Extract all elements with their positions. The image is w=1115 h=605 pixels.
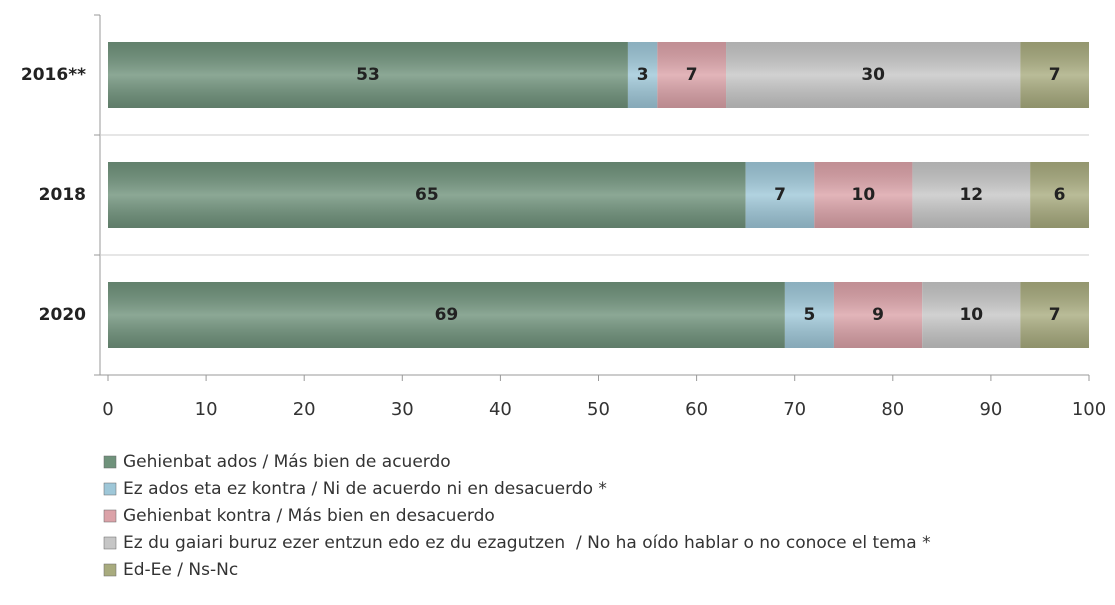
value-label: 10 (852, 185, 876, 205)
value-label: 7 (686, 65, 698, 85)
value-label: 65 (415, 185, 439, 205)
x-tick-label: 30 (391, 399, 414, 420)
value-label: 7 (774, 185, 786, 205)
x-tick-label: 40 (489, 399, 512, 420)
legend-label: Gehienbat kontra / Más bien en desacuerd… (123, 506, 495, 526)
legend-swatch (103, 563, 117, 577)
x-tick-label: 90 (979, 399, 1002, 420)
x-tick-label: 0 (102, 399, 113, 420)
x-tick-label: 60 (685, 399, 708, 420)
legend-label: Ed-Ee / Ns-Nc (123, 560, 238, 580)
x-tick-label: 70 (783, 399, 806, 420)
value-label: 3 (637, 65, 649, 85)
x-tick-label: 20 (293, 399, 316, 420)
y-tick-label: 2016** (21, 65, 86, 85)
x-tick-label: 100 (1072, 399, 1106, 420)
value-label: 7 (1049, 65, 1061, 85)
y-tick-label: 2018 (39, 185, 86, 205)
legend-label: Gehienbat ados / Más bien de acuerdo (123, 452, 451, 472)
value-label: 69 (435, 305, 459, 325)
value-label: 6 (1054, 185, 1066, 205)
value-label: 9 (872, 305, 884, 325)
x-tick-label: 10 (195, 399, 218, 420)
y-tick-label: 2020 (39, 305, 86, 325)
value-label: 12 (959, 185, 983, 205)
legend-swatch (103, 536, 117, 550)
x-tick-label: 50 (587, 399, 610, 420)
value-label: 53 (356, 65, 380, 85)
x-tick-label: 80 (881, 399, 904, 420)
value-label: 5 (803, 305, 815, 325)
legend-label: Ez ados eta ez kontra / Ni de acuerdo ni… (123, 479, 607, 499)
value-label: 10 (959, 305, 983, 325)
legend-swatch (103, 482, 117, 496)
legend-label: Ez du gaiari buruz ezer entzun edo ez du… (123, 533, 931, 553)
legend-swatch (103, 455, 117, 469)
value-label: 7 (1049, 305, 1061, 325)
legend-swatch (103, 509, 117, 523)
value-label: 30 (861, 65, 885, 85)
